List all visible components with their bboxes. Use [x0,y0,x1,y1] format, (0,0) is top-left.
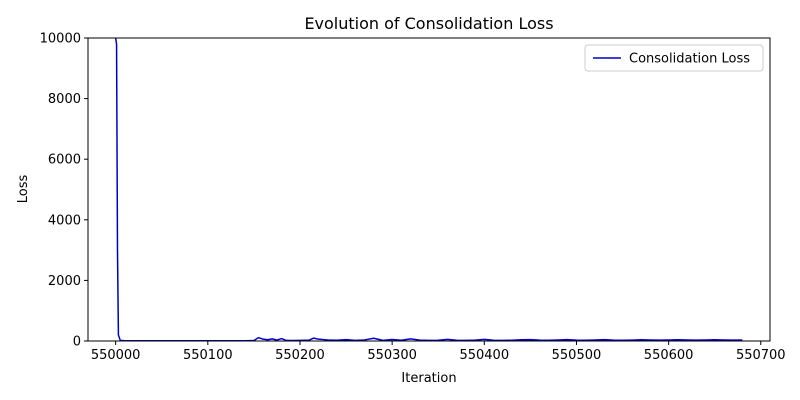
plot-frame [87,37,771,342]
x-axis-ticks: 550000 550100 550200 550300 550400 550500 5506… [91,341,786,363]
legend-label-0: Consolidation Loss [629,52,750,67]
x-tick-label: 550000 [91,348,141,363]
y-tick-label: 2000 [48,274,81,289]
x-tick-label: 550600 [644,348,694,363]
legend: Consolidation Loss [584,44,764,72]
y-tick-label: 0 [73,335,81,350]
y-tick-label: 6000 [48,153,81,168]
x-tick-label: 550200 [275,348,325,363]
x-tick-label: 550100 [183,348,233,363]
y-axis-ticks: 0 2000 4000 6000 8000 10000 [40,32,88,350]
y-tick-label: 8000 [48,92,81,107]
y-tick-label: 10000 [40,32,81,47]
y-axis-title: Loss [16,175,31,204]
legend-box [584,44,764,72]
plot-area [87,37,771,342]
x-tick-label: 550700 [736,348,786,363]
x-tick-label: 550400 [459,348,509,363]
y-tick-label: 4000 [48,213,81,228]
chart-title: Evolution of Consolidation Loss [304,14,553,33]
x-axis-title: Iteration [401,371,456,386]
x-tick-label: 550500 [552,348,602,363]
x-tick-label: 550300 [367,348,417,363]
